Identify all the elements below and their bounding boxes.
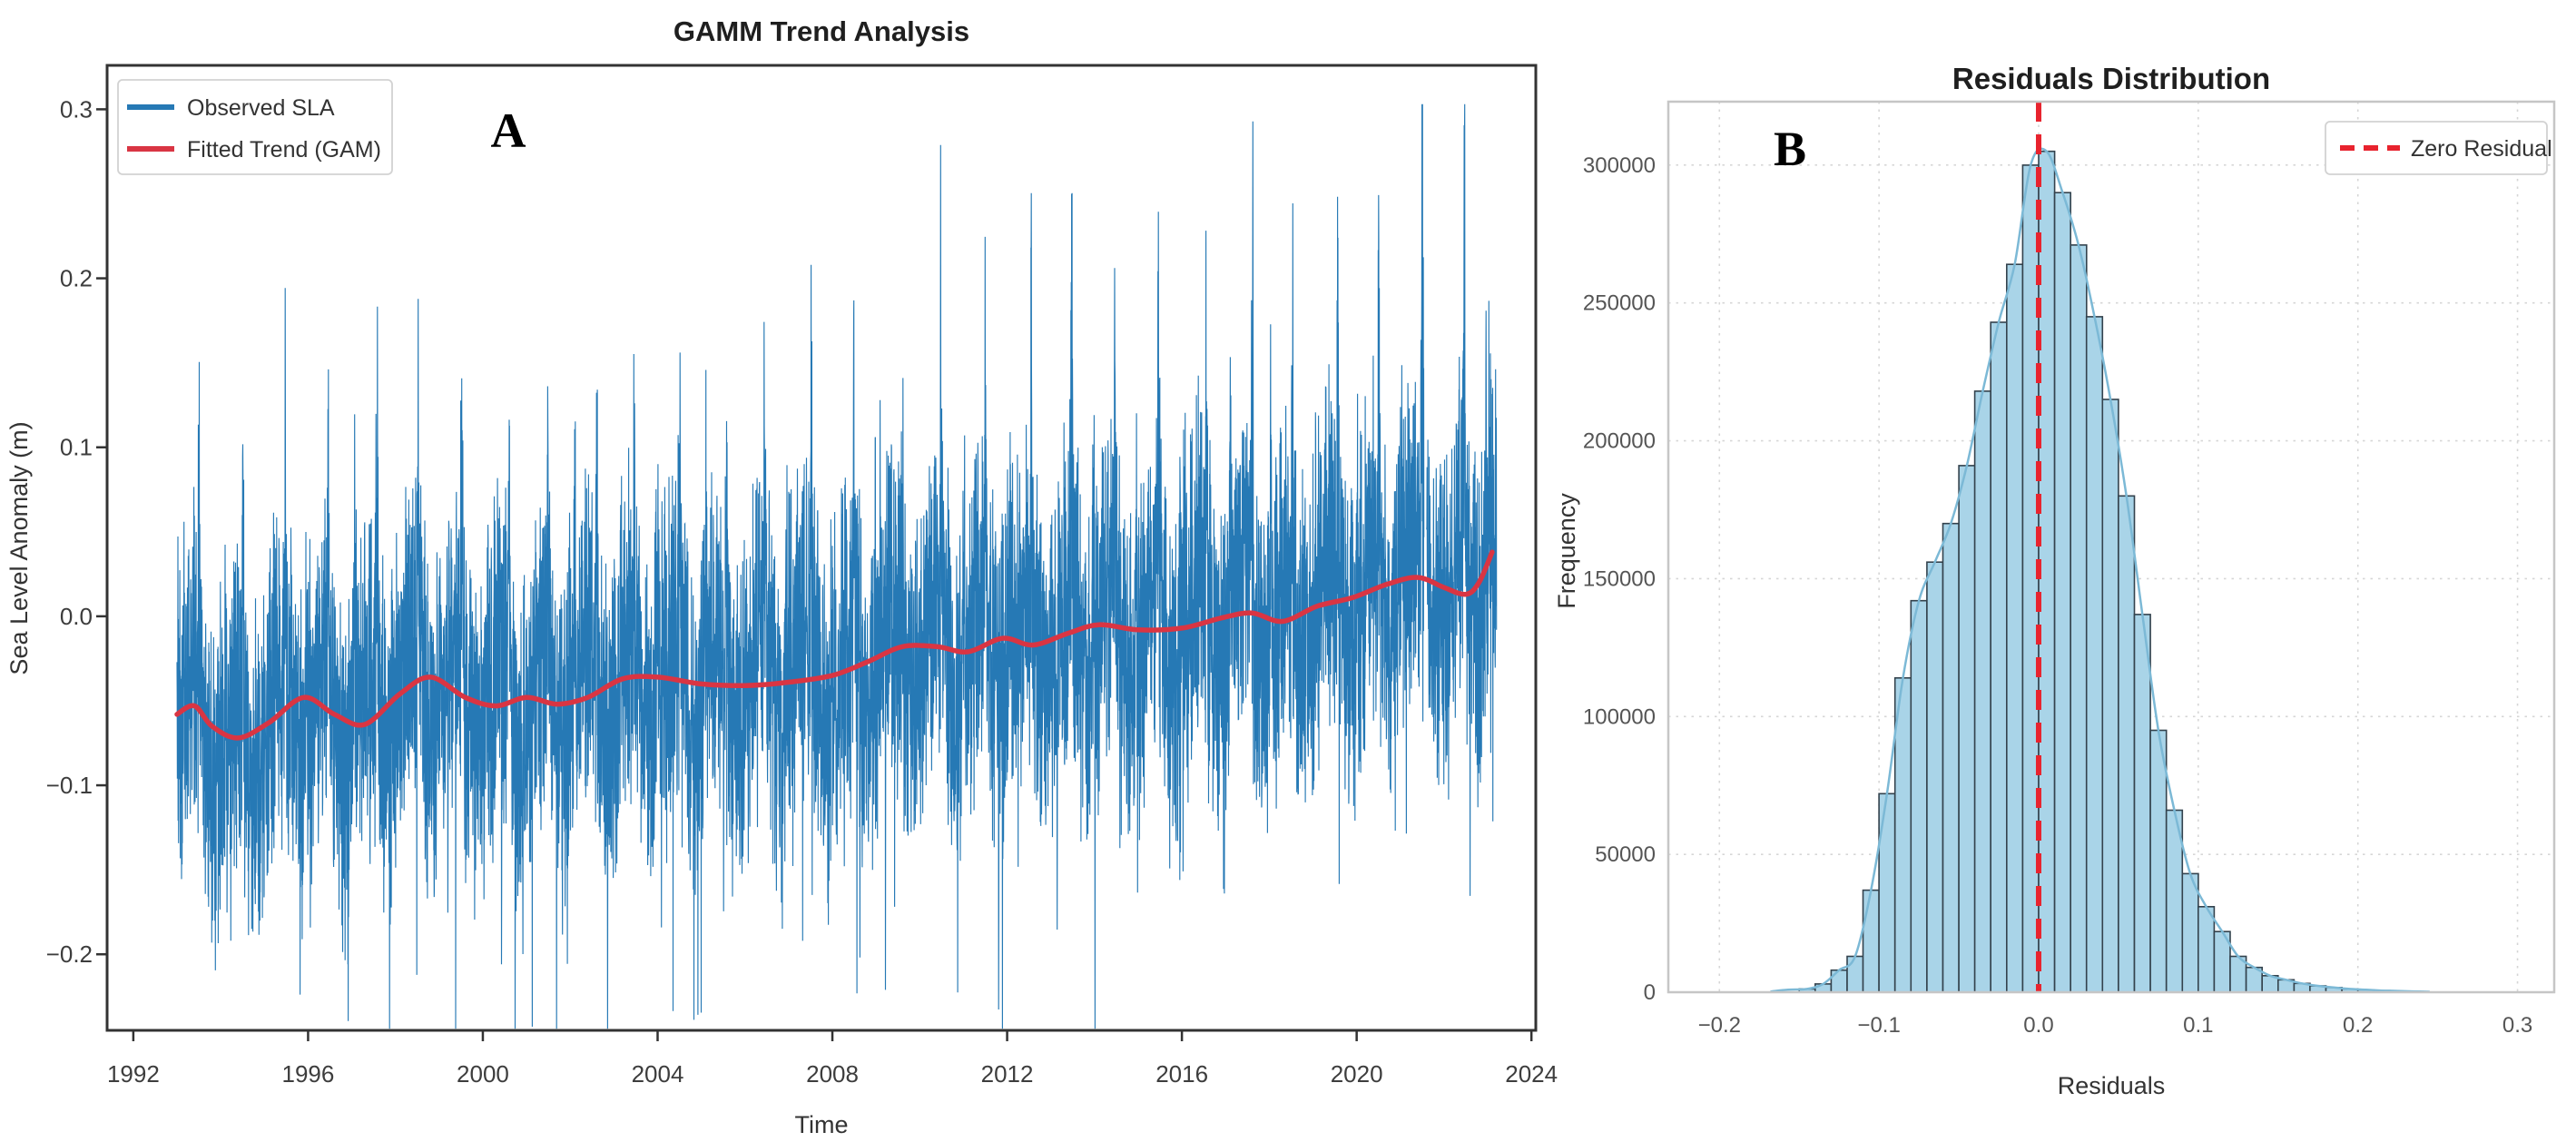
fitted-trend-legend-label: Fitted Trend (GAM) xyxy=(187,137,381,162)
histogram-bar xyxy=(1958,465,1976,993)
panel-a-xtick-label: 2000 xyxy=(457,1060,509,1088)
histogram-bar xyxy=(2197,905,2216,993)
panel-a-xtick-label: 1996 xyxy=(281,1060,334,1088)
residuals-histogram-chart: −0.2 −0.1 0.0 0.1 0.2 0.3 0 50000 100000 150000 20… xyxy=(1553,62,2556,1099)
panel-b-yaxis-label: Frequency xyxy=(1553,493,1580,609)
panel-b-xtick-label: 0.3 xyxy=(2502,1013,2532,1038)
gamm-trend-series-layer xyxy=(174,103,1498,1029)
panel-a-ytick-label: −0.2 xyxy=(46,940,93,968)
histogram-bar xyxy=(2181,872,2199,993)
histogram-bar xyxy=(1942,522,1960,993)
panel-a-xtick-label: 2004 xyxy=(632,1060,684,1088)
panel-a-ytick-label: 0.1 xyxy=(60,434,93,461)
panel-a-xtick-label: 2008 xyxy=(806,1060,859,1088)
panel-b-xtick-label: 0.0 xyxy=(2023,1013,2053,1038)
panel-a-ytick-label: 0.3 xyxy=(60,95,93,123)
panel-a-plot-frame xyxy=(105,64,1538,1032)
histogram-bar xyxy=(2149,729,2168,993)
histogram-bar xyxy=(1973,390,1992,993)
panel-b-legend-box xyxy=(2325,121,2548,175)
panel-a-xtick-label: 2016 xyxy=(1155,1060,1208,1088)
panel-a-legend: Observed SLA Fitted Trend (GAM) xyxy=(117,79,393,175)
panel-b-plot-frame xyxy=(1667,100,2556,994)
panel-a-xtick-label: 1992 xyxy=(107,1060,160,1088)
panel-b-ytick-label: 250000 xyxy=(1583,291,1656,316)
histogram-bar xyxy=(2118,495,2136,993)
histogram-bar xyxy=(1990,321,2008,993)
panel-a-ytick-label: −0.1 xyxy=(46,772,93,799)
histogram-bar xyxy=(1830,969,1848,993)
histogram-bar xyxy=(2101,399,2119,993)
histogram-bar xyxy=(1862,889,1880,993)
panel-a-xtick-label: 2024 xyxy=(1505,1060,1558,1088)
fitted-trend-line xyxy=(174,549,1495,741)
panel-b-legend: Zero Residual xyxy=(2325,121,2552,175)
panel-b-xtick-label: 0.2 xyxy=(2343,1013,2373,1038)
panel-a-ytick-label: 0.0 xyxy=(60,603,93,630)
panel-b-title: Residuals Distribution xyxy=(1952,62,2270,95)
panel-b-ytick-label: 0 xyxy=(1644,980,1656,1005)
panel-a-ytick-label: 0.2 xyxy=(60,265,93,292)
panel-b-ytick-label: 100000 xyxy=(1583,704,1656,729)
panel-b-ytick-label: 50000 xyxy=(1595,842,1656,867)
observed-sla-series xyxy=(176,103,1498,1029)
panel-b-xaxis-label: Residuals xyxy=(2058,1072,2166,1099)
panel-a-xtick-label: 2020 xyxy=(1331,1060,1383,1088)
histogram-bar xyxy=(1846,955,1864,993)
panel-b-ytick-label: 200000 xyxy=(1583,429,1656,454)
observed-sla-legend-label: Observed SLA xyxy=(187,95,335,121)
kde-curve xyxy=(1770,147,2430,993)
panel-a-axes: 1992 1996 2000 2004 2008 2012 2016 2020 2024 0.3 0… xyxy=(46,95,1558,1088)
panel-a-xaxis-label: Time xyxy=(795,1111,849,1138)
panel-b-xtick-label: −0.1 xyxy=(1857,1013,1900,1038)
panel-a-title: GAMM Trend Analysis xyxy=(673,15,969,47)
histogram-bar xyxy=(2085,316,2104,993)
zero-residual-legend-label: Zero Residual xyxy=(2411,136,2552,162)
panel-b-xtick-label: −0.2 xyxy=(1698,1013,1741,1038)
panel-b-gridlines xyxy=(1668,102,2554,992)
panel-a-legend-box xyxy=(117,79,393,175)
panel-b-ytick-label: 300000 xyxy=(1583,153,1656,178)
gamm-trend-chart: 1992 1996 2000 2004 2008 2012 2016 2020 2024 0.3 0… xyxy=(5,15,1558,1138)
panel-a-xtick-label: 2012 xyxy=(981,1060,1034,1088)
histogram-bar xyxy=(1926,561,1944,993)
panel-b-letter: B xyxy=(1774,122,1806,176)
panel-b-ytick-label: 150000 xyxy=(1583,566,1656,591)
histogram-bar xyxy=(2070,244,2088,993)
residuals-histogram-layer xyxy=(1770,102,2430,993)
histogram-bar xyxy=(2133,614,2151,993)
histogram-bar xyxy=(2006,263,2024,993)
histogram-bar xyxy=(2053,192,2072,993)
panel-a-yaxis-label: Sea Level Anomaly (m) xyxy=(5,421,33,674)
panel-a-letter: A xyxy=(491,103,526,158)
histogram-bar xyxy=(1910,599,1928,993)
panel-b-axes: −0.2 −0.1 0.0 0.1 0.2 0.3 0 50000 100000 150000 20… xyxy=(1583,153,2532,1038)
panel-b-xtick-label: 0.1 xyxy=(2183,1013,2213,1038)
